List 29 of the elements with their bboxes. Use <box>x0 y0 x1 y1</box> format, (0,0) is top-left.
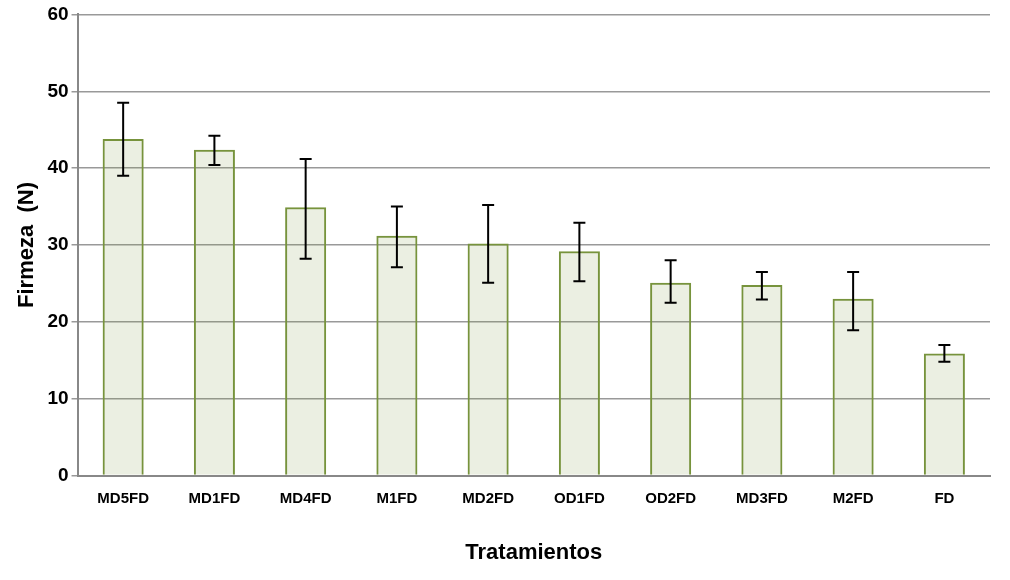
x-axis-title: Tratamientos <box>465 538 603 564</box>
bar <box>650 282 692 475</box>
x-tick-label: OD1FD <box>553 488 605 506</box>
bar <box>558 251 600 475</box>
y-tick-label: 30 <box>47 233 69 255</box>
x-tick-label: M1FD <box>376 488 418 506</box>
x-tick-label: MD4FD <box>279 488 332 506</box>
x-tick-label: FD <box>934 488 955 506</box>
bar <box>376 235 418 475</box>
bar <box>923 353 965 475</box>
bar <box>741 284 783 475</box>
bar <box>832 298 874 475</box>
bar <box>285 207 327 475</box>
x-tick-label: OD2FD <box>645 488 697 506</box>
x-tick-label: MD5FD <box>97 488 150 506</box>
y-tick-label: 20 <box>47 310 69 332</box>
y-tick-label: 40 <box>47 156 69 178</box>
x-tick-label: MD3FD <box>736 488 788 506</box>
y-tick-label: 0 <box>57 463 69 485</box>
y-tick-label: 60 <box>47 2 69 24</box>
bar <box>193 149 235 475</box>
x-tick-label: MD2FD <box>462 488 515 506</box>
y-tick-label: 50 <box>47 79 69 101</box>
y-tick-label: 10 <box>47 386 69 408</box>
y-axis-title: Firmeza (N) <box>13 182 39 308</box>
bar <box>467 243 509 475</box>
x-tick-label: M2FD <box>832 488 874 506</box>
x-tick-label: MD1FD <box>188 488 241 506</box>
bar <box>102 138 144 475</box>
